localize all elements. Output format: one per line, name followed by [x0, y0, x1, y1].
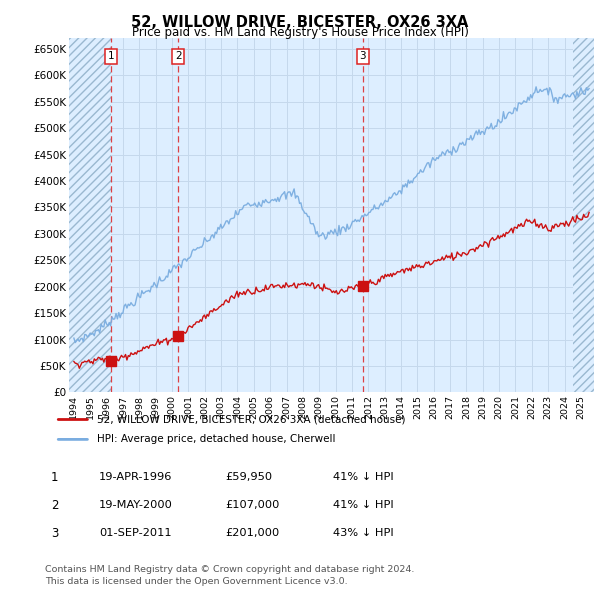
Text: 2: 2	[51, 499, 59, 512]
Text: HPI: Average price, detached house, Cherwell: HPI: Average price, detached house, Cher…	[97, 434, 336, 444]
Text: £107,000: £107,000	[225, 500, 280, 510]
Text: 52, WILLOW DRIVE, BICESTER, OX26 3XA (detached house): 52, WILLOW DRIVE, BICESTER, OX26 3XA (de…	[97, 415, 406, 424]
Text: 3: 3	[359, 51, 366, 61]
Text: 1: 1	[108, 51, 115, 61]
Text: 1: 1	[51, 471, 59, 484]
Text: Price paid vs. HM Land Registry's House Price Index (HPI): Price paid vs. HM Land Registry's House …	[131, 26, 469, 39]
Text: 2: 2	[175, 51, 182, 61]
Text: 52, WILLOW DRIVE, BICESTER, OX26 3XA: 52, WILLOW DRIVE, BICESTER, OX26 3XA	[131, 15, 469, 30]
Text: 19-MAY-2000: 19-MAY-2000	[99, 500, 173, 510]
Text: 01-SEP-2011: 01-SEP-2011	[99, 529, 172, 538]
Text: 19-APR-1996: 19-APR-1996	[99, 473, 172, 482]
Text: £201,000: £201,000	[225, 529, 279, 538]
Text: 41% ↓ HPI: 41% ↓ HPI	[333, 473, 394, 482]
Text: 3: 3	[51, 527, 59, 540]
Text: Contains HM Land Registry data © Crown copyright and database right 2024.
This d: Contains HM Land Registry data © Crown c…	[45, 565, 415, 586]
Text: 43% ↓ HPI: 43% ↓ HPI	[333, 529, 394, 538]
Text: 41% ↓ HPI: 41% ↓ HPI	[333, 500, 394, 510]
Bar	[69, 38, 112, 392]
Text: £59,950: £59,950	[225, 473, 272, 482]
Bar	[573, 38, 594, 392]
